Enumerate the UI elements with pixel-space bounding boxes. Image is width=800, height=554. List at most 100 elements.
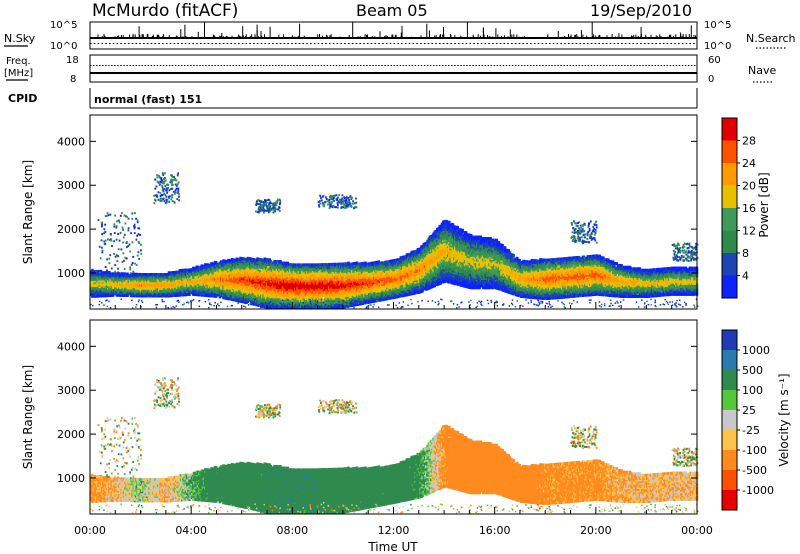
nsearch-point [538,43,540,44]
nave-point [275,65,276,66]
nsearch-point [166,43,168,44]
nave-point [609,65,610,66]
power-data [90,172,699,309]
nave-point [512,65,513,66]
nsearch-point [667,43,669,44]
nsearch-point [614,43,616,44]
nave-point [591,65,592,66]
nsearch-point [454,43,456,44]
nave-point [272,65,273,66]
nsearch-point [128,43,130,44]
nsearch-point [246,43,248,44]
nave-point [175,65,176,66]
nsearch-point [633,43,635,44]
nsearch-point [443,43,445,44]
nave-point [394,65,395,66]
nsearch-point [598,43,600,44]
nave-point [603,65,604,66]
nave-point [105,65,106,66]
nsearch-point [329,43,331,44]
nave-point [233,65,234,66]
nsearch-point [545,43,547,44]
nave-point [521,65,522,66]
nsearch-point [420,43,422,44]
nave-point [448,65,449,66]
nsearch-point [583,43,585,44]
nave-point [442,65,443,66]
nsearch-point [284,43,286,44]
nsearch-point [693,43,695,44]
nave-point [187,65,188,66]
nave-point [199,65,200,66]
nsearch-point [227,43,229,44]
nave-point [117,65,118,66]
nsearch-point [208,43,210,44]
nsearch-point [94,43,96,44]
nave-point [518,65,519,66]
nave-point [554,65,555,66]
nave-point [469,65,470,66]
nave-point [266,65,267,66]
date-label: 19/Sep/2010 [590,1,692,20]
nave-point [208,65,209,66]
nave-point [354,65,355,66]
nave-point [642,65,643,66]
nsearch-point [230,43,232,44]
nsearch-point [413,43,415,44]
nave-point [214,65,215,66]
nsearch-point [625,43,627,44]
nave-point [378,65,379,66]
nave-point [306,65,307,66]
nsearch-point [504,43,506,44]
nave-point [339,65,340,66]
nsearch-point [659,43,661,44]
nave-point [497,65,498,66]
nsearch-point [174,43,176,44]
nave-point [221,65,222,66]
nave-point [418,65,419,66]
nsearch-point [337,43,339,44]
nsearch-point [481,43,483,44]
nave-point [612,65,613,66]
nsearch-point [333,43,335,44]
nave-point [688,65,689,66]
nave-point [679,65,680,66]
nsearch-point [139,43,141,44]
nave-point [136,65,137,66]
nave-point [636,65,637,66]
nave-point [111,65,112,66]
nsearch-point [124,43,126,44]
nsearch-point [192,43,194,44]
nsearch-point [401,43,403,44]
nsearch-point [321,43,323,44]
nsearch-point [462,43,464,44]
noise-panel: N.Sky 10^5 10^0 10^5 10^0 N.Search [4,20,796,52]
nsearch-point [394,43,396,44]
nave-point [545,65,546,66]
nave-point [369,65,370,66]
nave-point [433,65,434,66]
nsearch-point [109,43,111,44]
nave-point [652,65,653,66]
nsearch-point [155,43,157,44]
nsearch-point [356,43,358,44]
nave-point [524,65,525,66]
nave-point [436,65,437,66]
nsearch-point [655,43,657,44]
nave-point [539,65,540,66]
nsearch-point [674,43,676,44]
nsearch-point [549,43,551,44]
nsearch-point [682,43,684,44]
nave-point [387,65,388,66]
nave-point [375,65,376,66]
nave-point [400,65,401,66]
nsearch-point [557,43,559,44]
nave-point [239,65,240,66]
nave-point [567,65,568,66]
nsearch-point [409,43,411,44]
nave-point [327,65,328,66]
nave-point [296,65,297,66]
nave-point [330,65,331,66]
nsearch-point [534,43,536,44]
nsearch-point [223,43,225,44]
